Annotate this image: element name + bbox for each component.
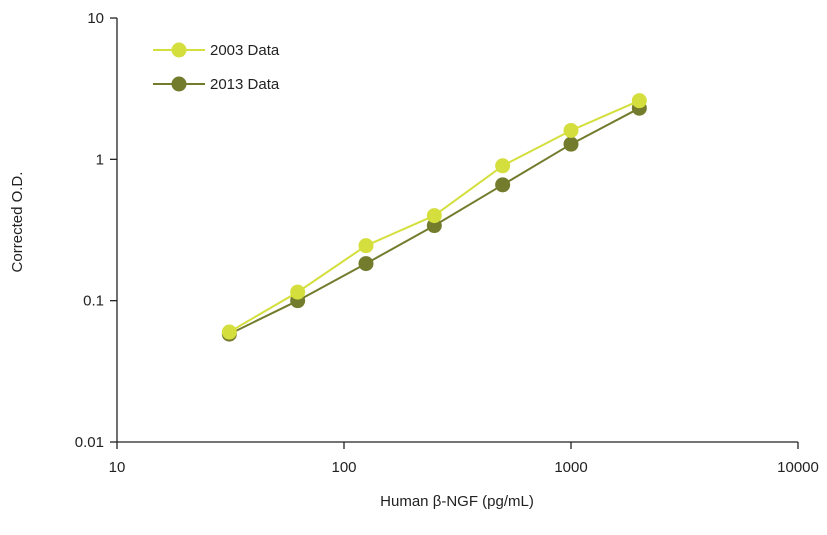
data-point xyxy=(495,158,511,174)
legend-item: 2013 Data xyxy=(153,76,280,93)
x-tick-label: 10000 xyxy=(777,459,819,476)
data-point xyxy=(358,238,374,254)
y-tick-label: 0.1 xyxy=(83,293,104,310)
data-point xyxy=(495,177,511,193)
data-point xyxy=(426,208,442,224)
y-axis-label: Corrected O.D. xyxy=(9,172,26,273)
ticks: 10 100 1000 10000 0.01 0.1 1 10 xyxy=(75,10,819,476)
y-tick-label: 10 xyxy=(87,10,104,27)
legend: 2003 Data 2013 Data xyxy=(153,42,280,93)
y-tick-label: 1 xyxy=(96,151,104,168)
data-point xyxy=(563,136,579,152)
y-tick-label: 0.01 xyxy=(75,434,104,451)
series-2003 xyxy=(221,93,647,340)
legend-marker xyxy=(171,42,187,58)
data-point xyxy=(563,122,579,138)
data-point xyxy=(358,256,374,272)
legend-item: 2003 Data xyxy=(153,42,280,59)
x-tick-label: 10 xyxy=(109,459,126,476)
x-tick-label: 100 xyxy=(331,459,356,476)
x-axis-label: Human β-NGF (pg/mL) xyxy=(380,493,534,510)
data-point xyxy=(221,324,237,340)
x-tick-label: 1000 xyxy=(554,459,587,476)
legend-label: 2003 Data xyxy=(210,42,280,59)
series-layer xyxy=(221,93,647,342)
data-point xyxy=(290,284,306,300)
axes xyxy=(116,18,798,443)
legend-marker xyxy=(171,76,187,92)
data-point xyxy=(631,93,647,109)
legend-label: 2013 Data xyxy=(210,76,280,93)
